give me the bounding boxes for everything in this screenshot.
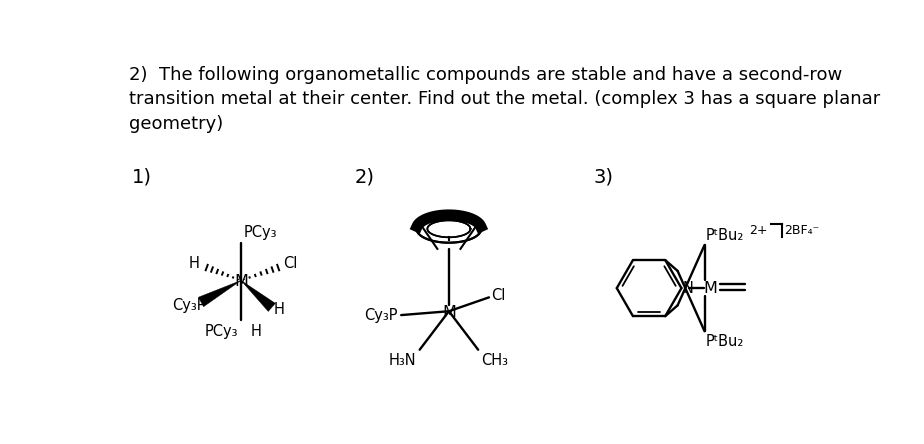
Text: H: H bbox=[188, 256, 200, 271]
Text: Cy₃P: Cy₃P bbox=[365, 308, 398, 323]
Text: Cl: Cl bbox=[284, 256, 298, 271]
Text: PᵗBu₂: PᵗBu₂ bbox=[706, 333, 745, 349]
Text: M: M bbox=[442, 305, 456, 320]
Text: M: M bbox=[704, 281, 718, 296]
Text: N: N bbox=[683, 281, 694, 296]
Text: PCy₃: PCy₃ bbox=[204, 324, 237, 339]
Text: 2+: 2+ bbox=[749, 224, 768, 237]
Text: Cl: Cl bbox=[492, 288, 505, 303]
Text: 2BF₄⁻: 2BF₄⁻ bbox=[784, 224, 819, 237]
Text: 1): 1) bbox=[131, 167, 152, 186]
Text: PCy₃: PCy₃ bbox=[243, 226, 277, 240]
Text: CH₃: CH₃ bbox=[481, 353, 508, 368]
Text: 2)  The following organometallic compounds are stable and have a second-row: 2) The following organometallic compound… bbox=[128, 66, 842, 83]
Text: H: H bbox=[274, 302, 285, 317]
Text: PᵗBu₂: PᵗBu₂ bbox=[706, 228, 745, 243]
Text: Cy₃P: Cy₃P bbox=[172, 297, 205, 313]
Text: H: H bbox=[250, 324, 261, 339]
Polygon shape bbox=[241, 281, 275, 311]
Text: 3): 3) bbox=[594, 167, 614, 186]
Text: H₃N: H₃N bbox=[389, 353, 417, 368]
Text: transition metal at their center. Find out the metal. (complex 3 has a square pl: transition metal at their center. Find o… bbox=[128, 90, 880, 108]
Text: 2): 2) bbox=[355, 167, 375, 186]
Text: M: M bbox=[235, 274, 249, 289]
Text: geometry): geometry) bbox=[128, 115, 223, 133]
Polygon shape bbox=[199, 281, 241, 307]
